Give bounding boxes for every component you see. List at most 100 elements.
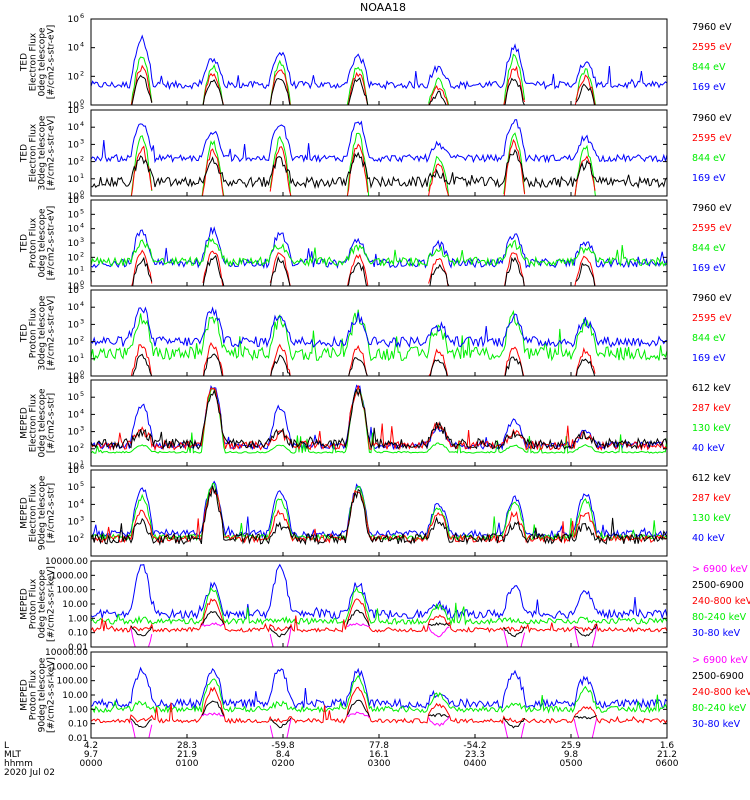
- y-axis-label-line: MEPED: [20, 679, 30, 711]
- y-tick-exponent: 5: [80, 283, 84, 291]
- y-axis-label-line: TED: [20, 324, 30, 343]
- series-2595-ev: [130, 138, 596, 196]
- y-tick-label: 10: [68, 376, 80, 386]
- y-tick-label: 10: [68, 123, 80, 133]
- legend-entry: 2595 eV: [692, 223, 732, 234]
- series-40-kev: [91, 384, 667, 451]
- y-axis-label-line: [#/cm2-s-sr-keV]: [47, 566, 57, 642]
- panel-5-data: [91, 384, 667, 454]
- panel-3-data: [91, 226, 667, 286]
- x-axis-labels: L 4.2 28.3 -59.8 77.8 -54.2 25.9 1.6 MLT 9.7 21.9 8…: [4, 741, 679, 778]
- y-tick-exponent: 4: [80, 222, 84, 230]
- y-tick-label: 10: [68, 192, 80, 202]
- series-287-kev: [91, 385, 667, 452]
- y-axis-label-line: 30deg telescope: [38, 115, 48, 190]
- series-130-kev: [91, 387, 667, 454]
- y-tick-exponent: 6: [80, 12, 84, 20]
- y-axis-label: MEPEDProton Flux90deg telescope[#/cm2-s-…: [20, 657, 57, 733]
- y-tick-label: 10: [68, 282, 80, 292]
- y-axis-label-line: 0deg telescope: [38, 388, 48, 458]
- y-axis-label-line: Electron Flux: [29, 483, 39, 542]
- series-30-80-kev: [91, 666, 667, 710]
- y-axis-label-line: 0deg telescope: [38, 569, 48, 639]
- y-tick-exponent: 3: [80, 137, 84, 145]
- legend-entry: 844 eV: [692, 243, 726, 254]
- series-169-ev: [91, 119, 667, 164]
- y-tick-exponent: 1: [80, 172, 84, 180]
- y-axis-label-line: MEPED: [20, 407, 30, 439]
- y-tick-exponent: 4: [80, 407, 84, 415]
- panel-6-data: [91, 480, 667, 546]
- legend-entry: 169 eV: [692, 173, 726, 184]
- y-tick-exponent: 6: [80, 193, 84, 201]
- y-tick-exponent: 5: [80, 390, 84, 398]
- y-tick-label: 10: [68, 483, 80, 493]
- series-240-800-kev: [91, 598, 667, 634]
- panel-8: 0.010.101.0010.00100.001000.0010000.00ME…: [20, 648, 750, 744]
- y-tick-label: 10: [68, 106, 80, 116]
- y-axis-label-line: 0deg telescope: [38, 208, 48, 278]
- legend-entry: 2500-6900: [692, 671, 744, 682]
- y-tick-exponent: 4: [80, 300, 84, 308]
- y-tick-exponent: 3: [80, 317, 84, 325]
- y-tick-label: 1.00: [68, 705, 88, 715]
- y-tick-label: 10: [68, 372, 80, 382]
- panel-4-data: [91, 306, 667, 376]
- y-tick-label: 10: [68, 44, 80, 54]
- y-axis-label: MEPEDElectron Flux90deg telescope[#/cm2-…: [20, 475, 57, 550]
- y-tick-exponent: 0: [80, 369, 84, 377]
- y-tick-label: 10: [68, 72, 80, 82]
- y-tick-label: 10: [68, 239, 80, 249]
- series-30-80-kev: [91, 563, 667, 620]
- y-tick-label: 10: [68, 428, 80, 438]
- y-tick-exponent: 5: [80, 480, 84, 488]
- legend-entry: 7960 eV: [692, 203, 732, 214]
- y-tick-label: 10: [68, 338, 80, 348]
- y-tick-exponent: 2: [80, 250, 84, 258]
- series-2500-6900: [130, 699, 597, 729]
- series-7960-ev: [132, 254, 596, 286]
- y-tick-exponent: 5: [80, 207, 84, 215]
- series-7960-ev: [132, 353, 596, 376]
- y-tick-exponent: 1: [80, 352, 84, 360]
- y-axis-label-line: 30deg telescope: [38, 295, 48, 370]
- y-tick-label: 0.01: [68, 643, 88, 653]
- panel-frame: [90, 651, 668, 739]
- x-row-value: 4.2: [84, 741, 98, 751]
- x-row-value: 1.6: [660, 741, 675, 751]
- y-axis-label-line: MEPED: [20, 588, 30, 620]
- y-tick-label: 10: [68, 500, 80, 510]
- legend-entry: 2595 eV: [692, 42, 732, 53]
- y-axis-label-line: [#/cm2-s-sr-keV]: [47, 657, 57, 733]
- legend-entry: 287 keV: [692, 403, 731, 414]
- panel-2-data: [91, 119, 667, 196]
- y-tick-exponent: 2: [80, 532, 84, 540]
- legend-entry: 80-240 keV: [692, 612, 747, 623]
- series-612-kev: [91, 388, 667, 451]
- y-tick-label: 10: [68, 268, 80, 278]
- y-tick-exponent: 0: [80, 189, 84, 197]
- legend-entry: 80-240 keV: [692, 703, 747, 714]
- legend-entry: 240-800 keV: [692, 596, 750, 607]
- legend-entry: 240-800 keV: [692, 687, 750, 698]
- x-row-value: 9.7: [84, 750, 98, 760]
- y-tick-label: 10000.00: [45, 557, 88, 567]
- y-tick-label: 10: [68, 175, 80, 185]
- x-row-value: 0000: [80, 759, 103, 769]
- y-tick-label: 10: [68, 210, 80, 220]
- series-2595-ev: [131, 249, 596, 286]
- y-axis-label-line: MEPED: [20, 497, 30, 529]
- x-row-label: hhmm: [4, 759, 33, 769]
- y-tick-label: 10: [68, 158, 80, 168]
- y-tick-exponent: 3: [80, 236, 84, 244]
- legend-entry: > 6900 keV: [692, 655, 748, 666]
- series-80-240-kev: [91, 586, 667, 626]
- series-2500-6900: [130, 609, 598, 638]
- series-2595-ev: [130, 64, 596, 105]
- legend-entry: 844 eV: [692, 333, 726, 344]
- legend-entry: 30-80 keV: [692, 719, 741, 730]
